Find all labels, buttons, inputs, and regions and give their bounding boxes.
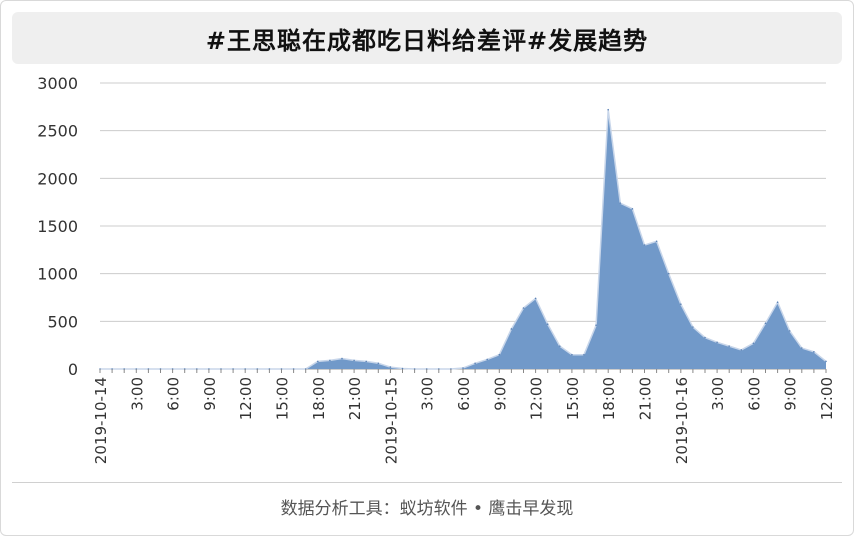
data-point [341, 357, 343, 360]
data-point [510, 328, 513, 330]
y-tick-label: 2000 [37, 169, 78, 188]
data-point [317, 360, 319, 363]
x-tick-label: 3:00 [128, 377, 146, 411]
data-point [365, 360, 368, 363]
data-point [607, 108, 609, 111]
chart-title: #王思聪在成都吃日料给差评#发展趋势 [205, 26, 649, 55]
data-point [692, 326, 694, 328]
y-tick-label: 2500 [37, 122, 78, 141]
x-tick-label: 21:00 [637, 377, 655, 420]
title-bar: #王思聪在成都吃日料给差评#发展趋势 [12, 12, 842, 64]
data-point [377, 362, 380, 365]
data-point [764, 322, 767, 325]
data-point [401, 367, 404, 370]
data-point [474, 362, 476, 365]
data-point [801, 347, 803, 349]
data-point [486, 358, 489, 361]
data-point [825, 360, 827, 363]
y-tick-label: 500 [47, 312, 78, 331]
data-point [522, 307, 525, 309]
series-line [100, 109, 827, 370]
data-point [619, 202, 622, 204]
x-tick-label: 18:00 [310, 377, 328, 420]
data-point [776, 301, 779, 304]
data-point [704, 336, 706, 339]
data-point [329, 359, 331, 362]
data-point [559, 345, 561, 347]
y-tick-label: 1000 [37, 265, 78, 284]
data-point [788, 330, 791, 332]
series-area [100, 109, 826, 369]
y-tick-label: 0 [68, 360, 78, 379]
data-point [595, 324, 597, 326]
data-point [716, 341, 718, 344]
y-tick-label: 1500 [37, 217, 78, 236]
x-tick-label: 3:00 [419, 377, 437, 411]
data-point [389, 366, 392, 368]
x-tick-label: 15:00 [564, 377, 582, 420]
data-point [680, 303, 682, 305]
x-tick-label: 15:00 [274, 377, 292, 420]
x-tick-label: 18:00 [600, 377, 618, 420]
data-point [728, 345, 730, 347]
data-point [631, 208, 634, 210]
data-point [583, 353, 585, 356]
data-point [571, 353, 573, 356]
data-point [752, 342, 755, 345]
x-tick-label: 9:00 [201, 377, 219, 411]
data-point [813, 351, 815, 353]
x-tick-label: 21:00 [346, 377, 364, 420]
x-tick-label: 9:00 [491, 377, 509, 411]
x-tick-label: 12:00 [818, 377, 836, 420]
data-point [546, 323, 549, 325]
data-point [655, 240, 658, 243]
footer-credit: 数据分析工具：蚁坊软件 • 鹰击早发现 [280, 499, 574, 519]
x-tick-label: 2019-10-14 [92, 377, 110, 464]
data-point [498, 353, 501, 356]
x-tick-label: 3:00 [709, 377, 727, 411]
data-point [667, 272, 670, 275]
data-point [643, 244, 646, 246]
data-point [462, 367, 464, 369]
x-tick-label: 2019-10-16 [673, 377, 691, 464]
y-tick-label: 3000 [37, 74, 78, 93]
x-tick-label: 6:00 [455, 377, 473, 411]
x-tick-label: 12:00 [237, 377, 255, 420]
x-tick-label: 6:00 [165, 377, 183, 411]
x-tick-label: 2019-10-15 [382, 377, 400, 464]
data-point [353, 359, 355, 362]
data-point [740, 349, 743, 351]
x-tick-label: 12:00 [528, 377, 546, 420]
data-point [534, 297, 537, 300]
footer-divider [12, 482, 842, 483]
x-tick-label: 6:00 [745, 377, 763, 411]
x-tick-label: 9:00 [782, 377, 800, 411]
